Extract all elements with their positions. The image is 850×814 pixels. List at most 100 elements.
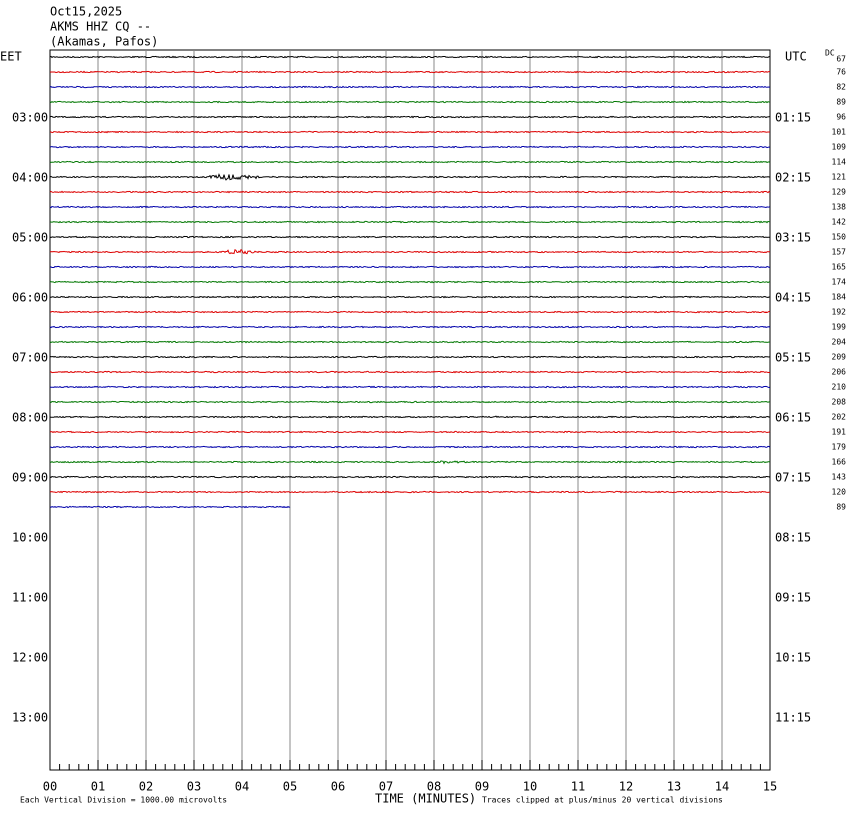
clip-note: Traces clipped at plus/minus 20 vertical…	[482, 796, 723, 805]
right-time-label: 11:15	[775, 711, 811, 725]
trace	[50, 220, 771, 224]
right-time-label: 01:15	[775, 111, 811, 125]
left-time-label: 03:00	[12, 111, 48, 125]
trace	[49, 70, 771, 74]
trace	[49, 265, 771, 269]
trace	[49, 325, 771, 329]
station: AKMS HHZ CQ --	[50, 20, 151, 34]
trace	[50, 310, 771, 314]
dc-value: 166	[832, 458, 847, 467]
x-tick-label: 03	[187, 780, 201, 794]
trace	[49, 55, 771, 59]
trace	[49, 145, 771, 149]
trace	[49, 490, 770, 494]
x-tick-label: 02	[139, 780, 153, 794]
trace	[49, 445, 771, 449]
trace	[49, 85, 771, 89]
right-axis-title: UTC	[785, 50, 807, 64]
trace	[49, 340, 770, 344]
dc-value: 179	[832, 443, 847, 452]
x-tick-label: 12	[619, 780, 633, 794]
left-time-label: 09:00	[12, 471, 48, 485]
trace	[49, 355, 771, 359]
dc-value: 96	[836, 113, 846, 122]
location: (Akamas, Pafos)	[50, 35, 158, 49]
trace	[49, 100, 770, 104]
dc-value: 192	[832, 308, 847, 317]
dc-value: 142	[832, 218, 847, 227]
x-tick-label: 04	[235, 780, 249, 794]
dc-value: 129	[832, 188, 847, 197]
trace	[49, 295, 770, 299]
trace	[49, 190, 771, 194]
x-tick-label: 08	[427, 780, 441, 794]
trace	[49, 173, 771, 181]
dc-value: 101	[832, 128, 847, 137]
dc-value: 120	[832, 488, 847, 497]
right-time-label: 10:15	[775, 651, 811, 665]
trace	[49, 385, 771, 389]
right-time-label: 05:15	[775, 351, 811, 365]
trace	[49, 430, 771, 434]
dc-value: 204	[832, 338, 847, 347]
x-tick-label: 05	[283, 780, 297, 794]
dc-value: 82	[836, 83, 846, 92]
dc-value: 109	[832, 143, 847, 152]
dc-value: 89	[836, 503, 846, 512]
date: Oct15,2025	[50, 5, 122, 19]
trace	[49, 460, 771, 465]
x-tick-label: 15	[763, 780, 777, 794]
x-tick-label: 14	[715, 780, 729, 794]
trace	[49, 280, 771, 284]
trace	[49, 415, 771, 419]
dc-value: 150	[832, 233, 847, 242]
scale-note: Each Vertical Division = 1000.00 microvo…	[20, 796, 227, 805]
right-time-label: 09:15	[775, 591, 811, 605]
dc-value: 67	[836, 55, 846, 64]
dc-value: 209	[832, 353, 847, 362]
trace	[49, 505, 291, 509]
trace	[49, 475, 771, 479]
x-tick-label: 00	[43, 780, 57, 794]
trace	[49, 205, 771, 209]
left-time-label: 13:00	[12, 711, 48, 725]
dc-value: 206	[832, 368, 847, 377]
dc-value: 76	[836, 68, 846, 77]
dc-value: 138	[832, 203, 847, 212]
left-time-label: 11:00	[12, 591, 48, 605]
left-time-label: 08:00	[12, 411, 48, 425]
x-tick-label: 06	[331, 780, 345, 794]
plot-frame	[49, 49, 771, 771]
right-time-label: 06:15	[775, 411, 811, 425]
trace	[49, 235, 771, 239]
dc-value: 208	[832, 398, 847, 407]
left-time-label: 12:00	[12, 651, 48, 665]
dc-value: 157	[832, 248, 847, 257]
dc-value: 143	[832, 473, 847, 482]
dc-value: 114	[832, 158, 847, 167]
right-time-label: 07:15	[775, 471, 811, 485]
dc-value: 191	[832, 428, 847, 437]
left-time-label: 10:00	[12, 531, 48, 545]
dc-label: DC	[825, 49, 835, 58]
x-tick-label: 01	[91, 780, 105, 794]
left-time-label: 05:00	[12, 231, 48, 245]
dc-value: 184	[832, 293, 847, 302]
dc-value: 165	[832, 263, 847, 272]
right-time-label: 02:15	[775, 171, 811, 185]
dc-value: 210	[832, 383, 847, 392]
trace	[49, 400, 771, 404]
x-tick-label: 10	[523, 780, 537, 794]
left-time-label: 06:00	[12, 291, 48, 305]
dc-value: 174	[832, 278, 847, 287]
dc-value: 199	[832, 323, 847, 332]
x-tick-label: 07	[379, 780, 393, 794]
trace	[49, 248, 771, 255]
left-time-label: 04:00	[12, 171, 48, 185]
left-axis-title: EET	[0, 50, 22, 64]
right-time-label: 08:15	[775, 531, 811, 545]
dc-value: 202	[832, 413, 847, 422]
x-axis-title: TIME (MINUTES)	[375, 792, 476, 806]
trace	[49, 130, 770, 134]
